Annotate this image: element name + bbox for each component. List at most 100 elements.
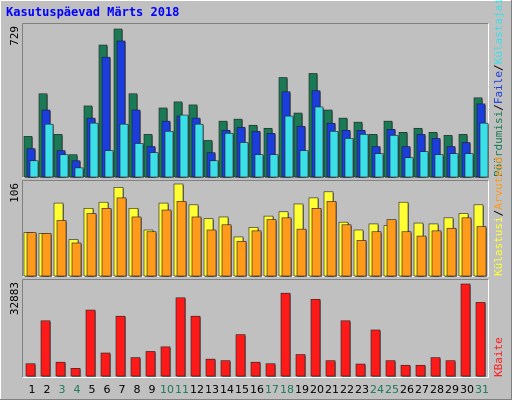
bar-kbaite-day-20 bbox=[310, 299, 321, 377]
x-tick-label-day-23: 23 bbox=[355, 383, 369, 396]
bar-arvuteid-day-1 bbox=[26, 232, 37, 277]
bar-külastajaid-day-28 bbox=[434, 154, 444, 178]
bottom-panel-bars bbox=[25, 283, 486, 377]
bar-arvuteid-day-9 bbox=[146, 231, 157, 277]
x-tick-label-day-18: 18 bbox=[280, 383, 294, 396]
x-tick-label-day-17: 17 bbox=[265, 383, 279, 396]
bar-arvuteid-day-8 bbox=[131, 216, 142, 277]
bar-külastajaid-day-9 bbox=[149, 152, 159, 178]
bar-külastajaid-day-23 bbox=[359, 134, 369, 178]
x-tick-label-day-11: 11 bbox=[175, 383, 189, 396]
bar-kbaite-day-5 bbox=[85, 309, 96, 377]
bar-arvuteid-day-18 bbox=[281, 217, 292, 277]
top-panel-legend: Pöördumisi/Faile/Külastajaid bbox=[492, 0, 505, 177]
panel-bottom-frame bbox=[22, 279, 489, 378]
bar-külastajaid-day-31 bbox=[479, 122, 489, 178]
legend-part-legend-top-2: Faile bbox=[492, 71, 505, 104]
bar-külastajaid-day-27 bbox=[419, 151, 429, 178]
x-tick-label-day-31: 31 bbox=[475, 383, 489, 396]
bar-kbaite-day-2 bbox=[40, 320, 51, 377]
x-tick-label-day-20: 20 bbox=[310, 383, 324, 396]
x-tick-label-day-22: 22 bbox=[340, 383, 354, 396]
middle-panel-max-label: 106 bbox=[8, 183, 21, 203]
bar-külastajaid-day-14 bbox=[224, 133, 234, 178]
bar-arvuteid-day-24 bbox=[371, 231, 382, 277]
bar-arvuteid-day-2 bbox=[41, 233, 52, 277]
bar-külastajaid-day-8 bbox=[134, 143, 144, 178]
bar-arvuteid-day-22 bbox=[341, 224, 352, 277]
x-tick-label-day-21: 21 bbox=[325, 383, 339, 396]
bar-kbaite-day-7 bbox=[115, 315, 126, 377]
bar-külastajaid-day-16 bbox=[254, 154, 264, 178]
x-tick-label-day-19: 19 bbox=[295, 383, 309, 396]
bar-külastajaid-day-3 bbox=[59, 154, 69, 178]
bar-kbaite-day-31 bbox=[475, 302, 486, 377]
bar-kbaite-day-17 bbox=[265, 363, 276, 377]
legend-part-legend-top-0: Pöördumisi bbox=[492, 111, 505, 177]
middle-panel-bars bbox=[23, 183, 487, 277]
bar-arvuteid-day-30 bbox=[461, 217, 472, 277]
bar-kbaite-day-16 bbox=[250, 361, 261, 377]
bar-arvuteid-day-27 bbox=[416, 235, 427, 277]
legend-part-legend-middle-2: Arvuteid bbox=[492, 157, 505, 210]
bar-külastajaid-day-26 bbox=[404, 157, 414, 178]
bar-külastajaid-day-12 bbox=[194, 123, 204, 178]
bar-kbaite-day-3 bbox=[55, 361, 66, 377]
bar-arvuteid-day-15 bbox=[236, 240, 247, 277]
bar-külastajaid-day-2 bbox=[44, 123, 54, 178]
bar-arvuteid-day-7 bbox=[116, 197, 127, 277]
bar-külastajaid-day-1 bbox=[29, 160, 39, 178]
bar-arvuteid-day-19 bbox=[296, 228, 307, 277]
top-panel-max-label: 729 bbox=[8, 26, 21, 46]
bar-kbaite-day-14 bbox=[220, 360, 231, 377]
bar-arvuteid-day-4 bbox=[71, 242, 82, 277]
bar-külastajaid-day-20 bbox=[314, 106, 324, 178]
bar-arvuteid-day-31 bbox=[476, 226, 487, 277]
legend-part-legend-middle-1: / bbox=[492, 210, 505, 217]
bar-külastajaid-day-6 bbox=[104, 150, 114, 178]
bar-arvuteid-day-25 bbox=[386, 219, 397, 277]
x-tick-label-day-9: 9 bbox=[149, 383, 156, 396]
x-tick-label-day-26: 26 bbox=[400, 383, 414, 396]
x-tick-label-day-10: 10 bbox=[160, 383, 174, 396]
x-tick-label-day-6: 6 bbox=[104, 383, 111, 396]
bar-kbaite-day-4 bbox=[70, 368, 81, 377]
bar-kbaite-day-19 bbox=[295, 354, 306, 377]
bar-arvuteid-day-23 bbox=[356, 240, 367, 277]
bar-külastajaid-day-5 bbox=[89, 122, 99, 178]
x-tick-label-day-5: 5 bbox=[89, 383, 96, 396]
bar-arvuteid-day-5 bbox=[86, 213, 97, 277]
legend-part-legend-top-3: / bbox=[492, 64, 505, 71]
bar-kbaite-day-15 bbox=[235, 334, 246, 377]
bar-arvuteid-day-17 bbox=[266, 219, 277, 277]
bar-kbaite-day-1 bbox=[25, 363, 36, 377]
x-tick-label-day-1: 1 bbox=[29, 383, 36, 396]
bar-arvuteid-day-29 bbox=[446, 227, 457, 277]
bottom-panel-max-label: 32883 bbox=[8, 282, 21, 315]
x-tick-label-day-14: 14 bbox=[220, 383, 234, 396]
bar-kbaite-day-23 bbox=[355, 363, 366, 377]
bar-arvuteid-day-21 bbox=[326, 201, 337, 277]
bar-kbaite-day-24 bbox=[370, 329, 381, 377]
legend-part-legend-top-1: / bbox=[492, 104, 505, 111]
bar-kbaite-day-30 bbox=[460, 283, 471, 377]
bar-kbaite-day-18 bbox=[280, 292, 291, 377]
x-tick-label-day-29: 29 bbox=[445, 383, 459, 396]
bottom-panel-legend: KBaite bbox=[492, 337, 505, 377]
bar-külastajaid-day-24 bbox=[374, 153, 384, 178]
x-tick-label-day-30: 30 bbox=[460, 383, 474, 396]
bar-kbaite-day-25 bbox=[385, 360, 396, 377]
bar-külastajaid-day-13 bbox=[209, 160, 219, 178]
bar-kbaite-day-11 bbox=[175, 297, 186, 377]
bar-kbaite-day-9 bbox=[145, 351, 156, 377]
x-tick-label-day-7: 7 bbox=[119, 383, 126, 396]
bar-kbaite-day-26 bbox=[400, 364, 411, 377]
x-tick-label-day-4: 4 bbox=[74, 383, 81, 396]
bar-arvuteid-day-6 bbox=[101, 208, 112, 277]
bar-arvuteid-day-14 bbox=[221, 224, 232, 277]
chart-title: Kasutuspäevad Märts 2018 bbox=[6, 5, 179, 19]
middle-panel-legend: Külastusi/Arvuteid bbox=[492, 157, 505, 276]
legend-part-legend-bottom-0: KBaite bbox=[492, 337, 505, 377]
bar-arvuteid-day-28 bbox=[431, 230, 442, 277]
bar-kbaite-day-22 bbox=[340, 320, 351, 377]
